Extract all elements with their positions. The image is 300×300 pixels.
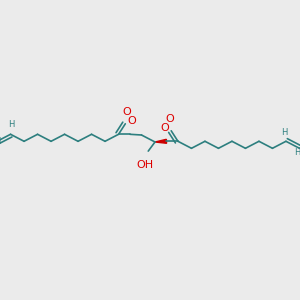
Text: H: H bbox=[294, 148, 300, 158]
Text: O: O bbox=[160, 123, 169, 133]
Text: H: H bbox=[8, 120, 14, 129]
Text: O: O bbox=[128, 116, 136, 126]
Text: O: O bbox=[122, 107, 131, 117]
Text: O: O bbox=[166, 114, 175, 124]
Text: OH: OH bbox=[137, 160, 154, 170]
Text: H: H bbox=[281, 128, 287, 137]
Polygon shape bbox=[155, 139, 166, 143]
Text: H: H bbox=[0, 137, 1, 146]
